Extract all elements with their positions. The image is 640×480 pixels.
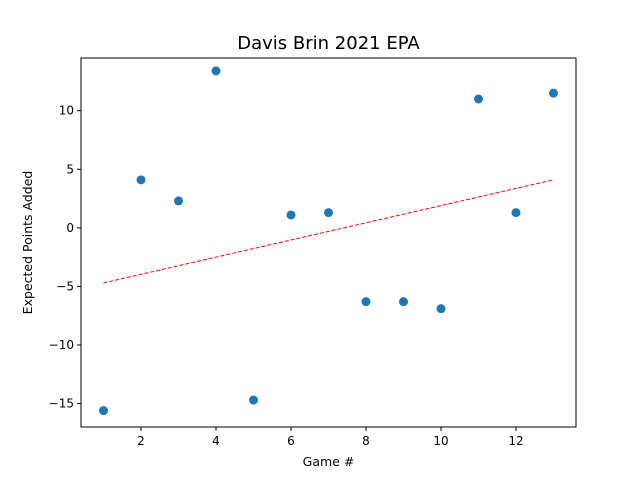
x-tick-label: 12 bbox=[508, 434, 523, 448]
data-point bbox=[549, 88, 558, 98]
data-point bbox=[249, 395, 258, 405]
y-tick-label: −10 bbox=[49, 338, 74, 352]
x-tick-label: 2 bbox=[137, 434, 145, 448]
y-axis-label: Expected Points Added bbox=[20, 171, 35, 315]
data-point bbox=[399, 297, 408, 307]
y-tick-label: −5 bbox=[56, 279, 74, 293]
data-point bbox=[286, 210, 296, 220]
x-axis-label: Game # bbox=[303, 454, 355, 469]
x-tick-label: 8 bbox=[362, 434, 370, 448]
x-tick-label: 10 bbox=[433, 434, 448, 448]
y-tick-label: 5 bbox=[66, 162, 74, 176]
plot-area-frame bbox=[80, 57, 577, 428]
y-tick-label: 0 bbox=[66, 221, 74, 235]
data-point bbox=[361, 297, 371, 307]
data-point bbox=[324, 208, 333, 218]
y-axis-ticks: −15 −10 −5 0 5 10 bbox=[49, 104, 81, 411]
y-tick-label: 10 bbox=[59, 104, 74, 118]
data-point bbox=[136, 175, 146, 185]
y-tick-label: −15 bbox=[49, 397, 74, 411]
trend-line bbox=[103, 179, 554, 284]
data-point bbox=[211, 66, 221, 76]
x-tick-label: 6 bbox=[287, 434, 295, 448]
data-point bbox=[174, 196, 183, 206]
data-point bbox=[436, 304, 446, 314]
chart-title: Davis Brin 2021 EPA bbox=[237, 33, 420, 54]
data-point bbox=[511, 208, 521, 218]
data-point bbox=[99, 406, 108, 416]
x-axis-ticks: 2 4 6 8 10 12 bbox=[137, 427, 524, 448]
data-point bbox=[474, 94, 483, 104]
data-points bbox=[99, 66, 558, 416]
x-tick-label: 4 bbox=[212, 434, 220, 448]
